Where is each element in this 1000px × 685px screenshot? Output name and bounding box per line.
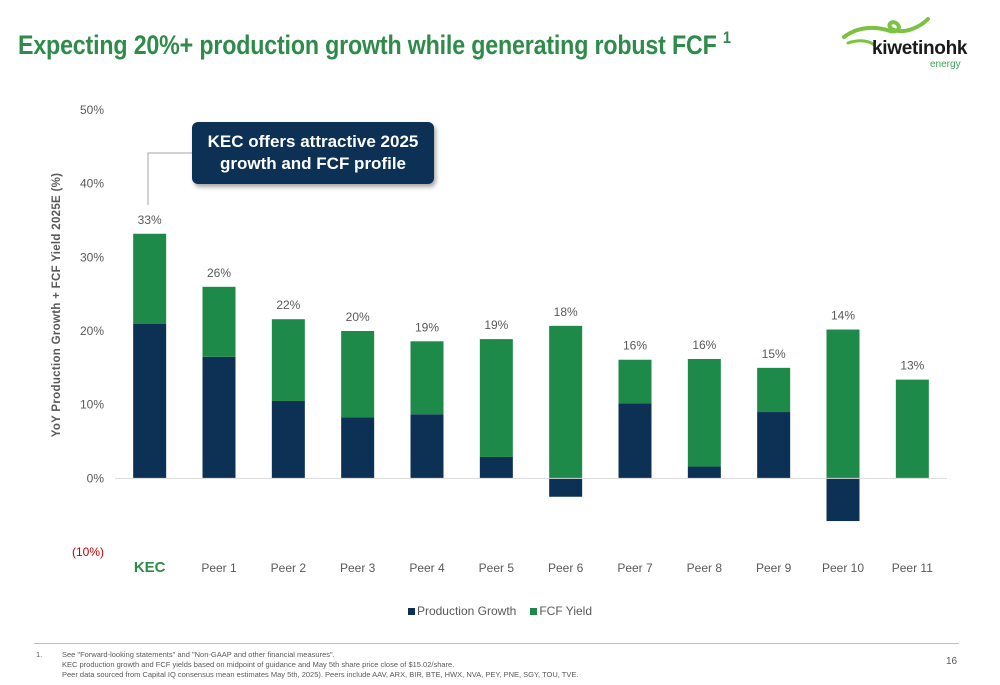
callout-line-1: KEC offers attractive 2025 xyxy=(207,132,419,151)
callout-leader-line xyxy=(147,152,192,205)
legend-item-fcf: FCF Yield xyxy=(530,604,592,618)
legend-label-production: Production Growth xyxy=(416,604,517,618)
bar-fcf-yield xyxy=(757,367,791,413)
bar-production-growth xyxy=(826,478,860,522)
y-tick-label: 0% xyxy=(87,471,105,485)
legend-swatch-production xyxy=(407,607,415,615)
y-tick-label: (10%) xyxy=(72,545,104,559)
footnote-number: 1. xyxy=(36,650,43,659)
footnote-line-3: Peer data sourced from Capital IQ consen… xyxy=(62,670,579,679)
y-tick-label: 50% xyxy=(80,103,104,117)
bar-fcf-yield xyxy=(479,339,513,457)
callout-line-2: growth and FCF profile xyxy=(219,154,407,173)
bar-fcf-yield xyxy=(410,341,444,415)
x-category-label: Peer 10 xyxy=(822,561,864,575)
x-category-label: Peer 3 xyxy=(340,561,376,575)
x-category-label: KEC xyxy=(134,559,166,576)
bar-fcf-yield xyxy=(202,286,236,357)
y-axis-ticks: (10%) 0% 10% 20% 30% 40% 50% xyxy=(72,103,104,559)
page-title: Expecting 20%+ production growth while g… xyxy=(18,28,731,60)
legend-item-production: Production Growth xyxy=(407,604,517,618)
logo-subtitle: energy xyxy=(930,59,961,70)
x-axis-categories: KEC Peer 1 Peer 2 Peer 3 Peer 4 Peer 5 Peer 6 P… xyxy=(134,559,933,576)
bar-production-growth xyxy=(757,412,791,479)
bar-production-growth xyxy=(479,456,513,479)
y-tick-label: 40% xyxy=(80,177,104,191)
total-data-label: 20% xyxy=(346,310,370,324)
bar-fcf-yield xyxy=(341,331,375,418)
bar-fcf-yield xyxy=(133,233,167,324)
bar-production-growth xyxy=(410,414,444,479)
logo-wordmark: kiwetinohk xyxy=(872,38,968,59)
total-data-label: 19% xyxy=(415,320,439,334)
total-data-label: 16% xyxy=(692,338,716,352)
total-data-label: 15% xyxy=(762,347,786,361)
total-data-label: 16% xyxy=(623,339,647,353)
x-category-label: Peer 4 xyxy=(409,561,445,575)
title-footnote-marker: 1 xyxy=(722,28,731,47)
page-number: 16 xyxy=(946,656,958,667)
bar-fcf-yield xyxy=(549,325,583,479)
x-category-label: Peer 7 xyxy=(617,561,653,575)
total-data-label: 14% xyxy=(831,309,855,323)
bar-fcf-yield xyxy=(687,358,721,467)
x-category-label: Peer 11 xyxy=(892,561,933,575)
bar-production-growth xyxy=(271,400,305,479)
footer-divider xyxy=(34,643,959,644)
total-data-label: 33% xyxy=(138,213,162,227)
footnote-line-1: See "Forward-looking statements" and "No… xyxy=(62,650,335,659)
total-data-label: 19% xyxy=(484,318,508,332)
bar-fcf-yield xyxy=(271,319,305,401)
total-data-label: 18% xyxy=(554,305,578,319)
data-labels: 33% 26% 22% 20% 19% 19% 18% 16% 16% 15% 14% 13% xyxy=(138,213,925,373)
bar-production-growth xyxy=(687,466,721,479)
bar-production-growth xyxy=(341,417,375,479)
footnote-line-2: KEC production growth and FCF yields bas… xyxy=(62,660,455,669)
x-category-label: Peer 6 xyxy=(548,561,584,575)
bar-production-growth xyxy=(618,403,652,479)
bar-fcf-yield xyxy=(618,359,652,404)
y-tick-label: 30% xyxy=(80,250,104,264)
total-data-label: 26% xyxy=(207,266,231,280)
bar-fcf-yield xyxy=(826,329,860,479)
x-category-label: Peer 2 xyxy=(271,561,307,575)
total-data-label: 22% xyxy=(276,298,300,312)
bar-series xyxy=(133,233,929,522)
x-category-label: Peer 1 xyxy=(201,561,237,575)
bar-fcf-yield xyxy=(895,379,929,479)
x-category-label: Peer 9 xyxy=(756,561,792,575)
legend-label-fcf: FCF Yield xyxy=(539,604,593,618)
y-tick-label: 20% xyxy=(80,324,104,338)
logo-swoosh-icon xyxy=(842,17,930,47)
y-tick-label: 10% xyxy=(80,398,104,412)
x-category-label: Peer 5 xyxy=(479,561,515,575)
legend: Production Growth FCF Yield xyxy=(0,604,1000,618)
total-data-label: 13% xyxy=(900,359,924,373)
legend-swatch-fcf xyxy=(530,607,538,615)
bar-production-growth xyxy=(202,356,236,479)
bar-production-growth xyxy=(133,323,167,479)
bar-production-growth xyxy=(549,478,583,497)
callout-box: KEC offers attractive 2025 growth and FCF… xyxy=(192,122,434,184)
x-category-label: Peer 8 xyxy=(687,561,723,575)
